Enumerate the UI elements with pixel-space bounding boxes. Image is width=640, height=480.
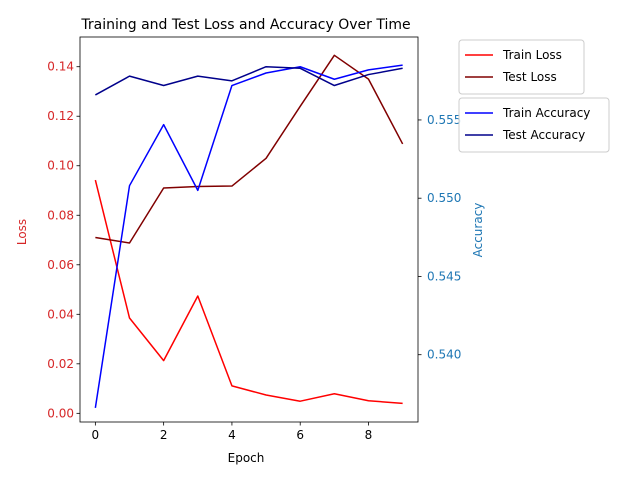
x-tick-label: 4 (228, 428, 236, 442)
left-axis: 0.00 0.02 0.04 0.06 0.08 0.10 0.12 0.14 (47, 60, 80, 420)
left-tick-label: 0.04 (47, 307, 74, 321)
left-tick-label: 0.08 (47, 208, 74, 222)
legend-label: Test Accuracy (502, 128, 585, 142)
series-line-test-loss (95, 54, 404, 244)
x-tick-label: 0 (92, 428, 100, 442)
x-axis-title: Epoch (228, 451, 265, 465)
left-tick-label: 0.12 (47, 109, 74, 123)
series-line-train-accuracy (94, 64, 403, 409)
legend-label: Train Accuracy (502, 106, 590, 120)
legend-label: Train Loss (502, 48, 562, 62)
left-axis-title: Loss (15, 219, 29, 245)
right-tick-label: 0.550 (427, 191, 461, 205)
legend-2: Train Accuracy Test Accuracy (458, 97, 610, 153)
x-tick-label: 6 (296, 428, 304, 442)
right-axis: 0.540 0.545 0.550 0.555 (418, 113, 461, 362)
legend-box (458, 97, 610, 153)
series-layer (94, 54, 404, 409)
series-line-test-accuracy (94, 65, 403, 96)
legend-layer: Train Loss Test Loss Train Accuracy Test Ac… (458, 39, 610, 153)
right-tick-label: 0.545 (427, 269, 461, 283)
right-tick-label: 0.540 (427, 348, 461, 362)
x-tick-label: 8 (365, 428, 373, 442)
series-line-train-loss (94, 179, 403, 405)
left-tick-label: 0.10 (47, 159, 74, 173)
x-tick-label: 2 (160, 428, 168, 442)
plot-frame (79, 36, 419, 423)
legend-box (458, 39, 585, 95)
left-tick-label: 0.14 (47, 60, 74, 74)
right-axis-title: Accuracy (471, 203, 485, 258)
legend-1: Train Loss Test Loss (458, 39, 585, 95)
left-tick-label: 0.06 (47, 258, 74, 272)
left-tick-label: 0.00 (47, 406, 74, 420)
left-tick-label: 0.02 (47, 357, 74, 371)
x-axis: 0 2 4 6 8 (92, 422, 373, 442)
chart-title: Training and Test Loss and Accuracy Over… (80, 17, 410, 33)
plot-border (79, 36, 419, 423)
legend-label: Test Loss (502, 70, 557, 84)
right-tick-label: 0.555 (427, 113, 461, 127)
